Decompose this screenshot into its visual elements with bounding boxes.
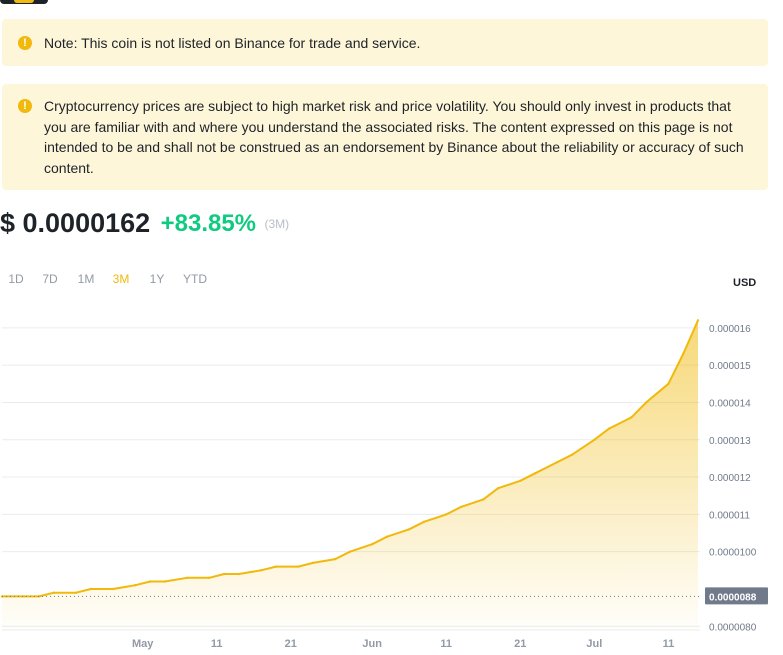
tab-7d[interactable]: 7D xyxy=(42,272,58,286)
price-area xyxy=(2,320,698,630)
data-point xyxy=(237,572,241,576)
warning-icon: ! xyxy=(18,99,32,113)
y-tick-label: 0.000015 xyxy=(709,361,751,372)
y-tick-label: 0.000014 xyxy=(709,398,751,409)
data-point xyxy=(163,580,167,583)
tab-1y[interactable]: 1Y xyxy=(149,272,165,286)
data-point xyxy=(274,565,278,568)
x-tick-label: Jul xyxy=(586,638,602,650)
data-point xyxy=(630,416,633,419)
data-point xyxy=(519,479,522,482)
data-point xyxy=(422,520,426,524)
change-period: (3M) xyxy=(264,216,290,231)
data-point xyxy=(408,528,411,531)
tab-ytd[interactable]: YTD xyxy=(183,272,207,286)
risk-disclaimer-notice: ! Cryptocurrency prices are subject to h… xyxy=(2,84,768,190)
reference-value-badge xyxy=(705,587,768,605)
x-tick-label: Jun xyxy=(362,638,382,650)
y-tick-label: 0.000012 xyxy=(709,473,751,484)
data-point xyxy=(23,595,26,598)
x-tick-label: 11 xyxy=(663,638,675,650)
tab-1m[interactable]: 1M xyxy=(77,272,95,286)
tab-1d[interactable]: 1D xyxy=(8,272,24,286)
data-point xyxy=(570,453,574,456)
y-tick-label: 0.000011 xyxy=(709,510,750,521)
warning-icon: ! xyxy=(18,36,32,50)
data-point xyxy=(445,513,448,516)
data-point xyxy=(696,319,700,322)
data-point xyxy=(482,498,485,501)
price-change-percent: +83.85% xyxy=(160,209,257,237)
data-point xyxy=(37,595,41,598)
data-point xyxy=(371,543,374,546)
x-tick-label: May xyxy=(132,638,154,650)
data-point xyxy=(296,565,300,568)
data-point xyxy=(333,557,337,561)
y-tick-label: 0.000016 xyxy=(709,324,751,335)
data-point xyxy=(385,535,389,538)
data-point xyxy=(111,587,115,591)
data-point xyxy=(208,576,211,579)
data-point xyxy=(222,572,226,576)
x-tick-label: 11 xyxy=(211,638,223,650)
data-point xyxy=(348,550,352,553)
x-tick-label: 11 xyxy=(440,638,452,650)
data-point xyxy=(593,438,596,441)
y-tick-label: 0.0000080 xyxy=(709,622,757,633)
not-listed-notice: ! Note: This coin is not listed on Binan… xyxy=(2,19,768,66)
price-chart[interactable]: 0.0000080 0.0000100 0.000011 0.000012 0.0000… xyxy=(0,290,783,655)
tab-3m[interactable]: 3M xyxy=(112,272,130,286)
x-tick-label: 21 xyxy=(285,638,297,650)
reference-value-label: 0.0000088 xyxy=(709,592,757,603)
y-tick-label: 0.0000100 xyxy=(709,548,757,559)
price-summary: $ 0.0000162 +83.85% (3M) xyxy=(0,208,289,244)
data-point xyxy=(52,591,56,594)
data-point xyxy=(148,580,152,583)
data-point xyxy=(134,584,137,587)
data-point xyxy=(681,352,685,356)
data-point xyxy=(311,561,315,565)
data-point xyxy=(533,472,537,475)
data-point xyxy=(459,505,463,509)
currency-label: USD xyxy=(733,277,757,289)
data-point xyxy=(667,382,670,385)
data-point xyxy=(185,576,189,579)
x-tick-label: 21 xyxy=(514,638,526,650)
data-point xyxy=(89,587,93,591)
data-point xyxy=(644,401,648,404)
data-point xyxy=(556,460,559,464)
notice-text: Note: This coin is not listed on Binance… xyxy=(44,35,421,51)
data-point xyxy=(259,569,263,572)
coin-logo xyxy=(0,0,48,4)
data-point xyxy=(496,487,500,490)
data-point xyxy=(74,591,78,594)
disclaimer-text: Cryptocurrency prices are subject to hig… xyxy=(44,98,744,176)
y-tick-label: 0.000013 xyxy=(709,436,751,447)
current-price: $ 0.0000162 xyxy=(0,208,151,238)
data-point xyxy=(607,427,611,430)
